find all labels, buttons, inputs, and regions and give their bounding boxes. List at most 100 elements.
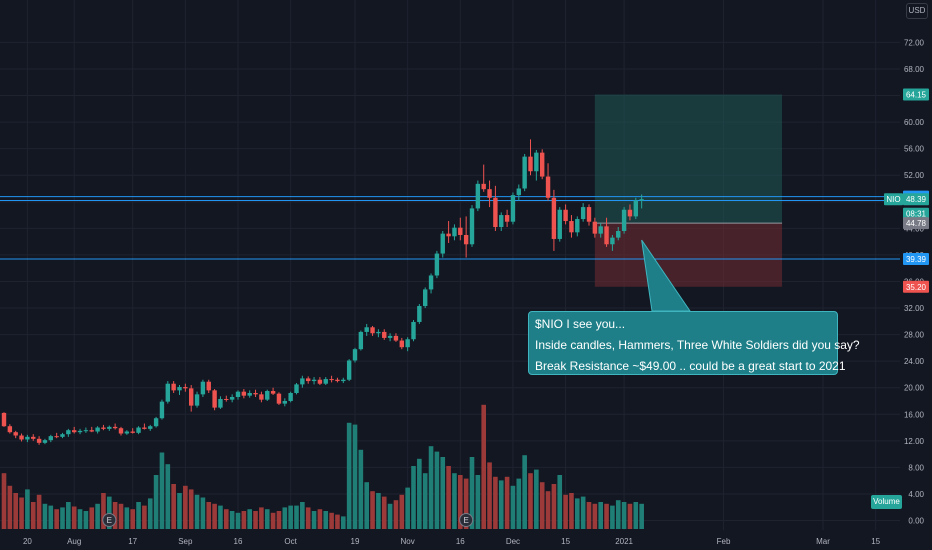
volume-bar xyxy=(422,473,428,529)
volume-bar xyxy=(557,475,563,529)
volume-bar xyxy=(586,502,592,529)
candle-body xyxy=(382,331,387,338)
volume-bar xyxy=(569,493,574,529)
candle-body xyxy=(183,387,188,389)
volume-bar xyxy=(300,502,305,529)
candle-body xyxy=(452,227,457,237)
volume-bar xyxy=(311,511,317,529)
price-label-bg xyxy=(903,88,929,101)
volume-bar xyxy=(610,505,615,529)
volume-bar xyxy=(130,509,135,529)
candle-body xyxy=(633,200,638,217)
earnings-marker xyxy=(102,513,117,527)
currency-label[interactable]: USD xyxy=(906,3,928,19)
price-label: 08:31 xyxy=(906,210,927,219)
volume-badge[interactable]: Volume xyxy=(871,495,902,509)
text-annotation[interactable]: $NIO I see you... Inside candles, Hammer… xyxy=(528,311,860,375)
candle-body xyxy=(352,349,358,361)
candle-body xyxy=(417,306,422,322)
volume-bar xyxy=(136,502,141,529)
volume-bar xyxy=(294,505,299,529)
candle-body xyxy=(586,207,592,222)
y-tick-label: 60.00 xyxy=(904,118,925,127)
candle-body xyxy=(598,226,603,234)
candle-body xyxy=(475,183,481,209)
candle-body xyxy=(616,230,621,238)
price-label: 48.39 xyxy=(906,195,927,204)
candle-body xyxy=(259,394,264,400)
candle-body xyxy=(358,331,364,350)
candle-body xyxy=(31,436,36,439)
earnings-marker xyxy=(459,513,474,527)
volume-bar xyxy=(66,502,71,529)
x-tick-label: 15 xyxy=(561,537,570,546)
candle-body xyxy=(7,426,13,433)
candle-body xyxy=(25,436,30,440)
y-tick-label: 12.00 xyxy=(904,437,925,446)
volume-bar xyxy=(534,469,539,529)
volume-bar xyxy=(487,462,492,529)
volume-bar xyxy=(241,511,247,529)
volume-bar xyxy=(229,511,235,529)
x-tick-label: 16 xyxy=(234,537,243,546)
volume-bar xyxy=(235,512,241,529)
candle-body xyxy=(551,197,557,239)
x-tick-label: 2021 xyxy=(615,537,633,546)
candle-body xyxy=(370,327,375,334)
x-tick-label: 17 xyxy=(128,537,137,546)
candle-body xyxy=(36,438,42,443)
candle-body xyxy=(481,183,486,190)
candle-body xyxy=(294,384,299,394)
volume-bar xyxy=(13,493,18,529)
volume-bar xyxy=(621,502,627,529)
candle-body xyxy=(288,393,293,401)
y-tick-label: 4.00 xyxy=(908,490,924,499)
volume-bar xyxy=(77,509,83,529)
candle-body xyxy=(218,398,223,408)
volume-bar xyxy=(200,497,206,529)
price-label-bg xyxy=(903,193,929,206)
candle-body xyxy=(621,209,627,231)
volume-bar xyxy=(411,466,416,529)
volume-bar xyxy=(171,484,176,529)
candle-body xyxy=(434,253,440,276)
x-tick-label: Oct xyxy=(284,537,297,546)
price-label-bg xyxy=(903,207,929,220)
candle-body xyxy=(493,197,498,228)
candle-body xyxy=(557,209,562,239)
candle-body xyxy=(206,381,211,391)
volume-bar xyxy=(101,493,106,529)
candle-body xyxy=(540,152,545,177)
volume-bar xyxy=(615,500,621,529)
candle-body xyxy=(42,440,48,443)
candle-body xyxy=(247,393,252,396)
candle-body xyxy=(171,383,176,391)
price-label: 44.78 xyxy=(906,219,927,228)
y-tick-label: 16.00 xyxy=(904,410,925,419)
candle-body xyxy=(200,381,206,395)
candle-body xyxy=(77,430,83,433)
volume-bar xyxy=(528,473,533,529)
candle-body xyxy=(253,393,258,395)
volume-bar xyxy=(639,503,644,529)
candle-body xyxy=(83,430,89,432)
annotation-line-3: Break Resistance ~$49.00 .. could be a g… xyxy=(535,359,846,373)
candle-body xyxy=(159,401,165,419)
volume-bar xyxy=(399,494,405,529)
volume-bar xyxy=(159,452,165,529)
volume-bar xyxy=(551,484,557,529)
candle-body xyxy=(399,340,404,348)
candle-body xyxy=(66,430,71,435)
x-tick-label: Feb xyxy=(717,537,731,546)
candle-body xyxy=(54,436,59,438)
volume-bar xyxy=(376,493,381,529)
volume-bar xyxy=(539,482,545,529)
volume-bar xyxy=(206,502,212,529)
volume-bar xyxy=(25,489,30,529)
x-tick-label: 20 xyxy=(23,537,32,546)
candle-body xyxy=(592,221,598,234)
candle-body xyxy=(575,219,580,233)
candle-body xyxy=(189,388,194,406)
